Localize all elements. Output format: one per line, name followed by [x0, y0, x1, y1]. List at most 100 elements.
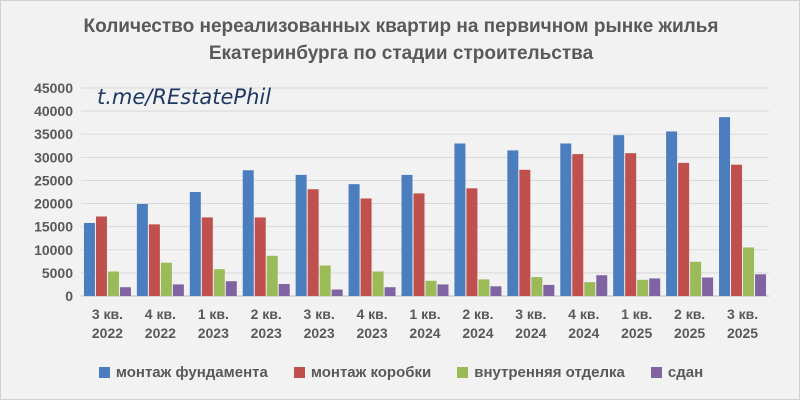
bar-2 — [572, 154, 584, 296]
bar-2 — [413, 193, 425, 296]
y-tick-label: 10000 — [34, 242, 73, 258]
x-tick-label-year: 2024 — [515, 325, 546, 341]
chart-title-line-2: Екатеринбурга по стадии строительства — [208, 43, 594, 64]
bar-2 — [254, 217, 266, 296]
x-tick-label-quarter: 1 кв. — [621, 306, 652, 322]
bar-2 — [148, 224, 160, 296]
x-tick-label-quarter: 3 кв. — [92, 306, 123, 322]
x-tick-label-year: 2023 — [198, 325, 229, 341]
bar-4 — [172, 284, 184, 296]
bar-3 — [584, 282, 596, 296]
legend-item: монтаж коробки — [293, 364, 432, 381]
legend-swatch — [98, 367, 110, 378]
y-tick-label: 15000 — [34, 219, 73, 235]
legend-swatch — [293, 367, 305, 378]
y-tick-label: 45000 — [34, 80, 73, 96]
bar-4 — [755, 274, 767, 296]
bar-2 — [307, 189, 319, 296]
bar-4 — [437, 284, 449, 296]
bar-3 — [743, 247, 755, 296]
bar-3 — [319, 265, 331, 296]
watermark: t.me/REstatePhil — [97, 85, 272, 109]
bar-2 — [678, 162, 690, 296]
bar-4 — [384, 287, 396, 296]
bar-2 — [95, 216, 107, 296]
legend-label: монтаж коробки — [310, 364, 432, 381]
y-tick-label: 40000 — [34, 103, 73, 119]
bar-1 — [401, 174, 413, 296]
x-tick-label-quarter: 3 кв. — [304, 306, 335, 322]
x-tick-label-quarter: 4 кв. — [145, 306, 176, 322]
bar-3 — [266, 255, 278, 296]
bar-1 — [613, 135, 625, 296]
chart-title-line-1: Количество нереализованных квартир на пе… — [83, 16, 719, 37]
bar-2 — [360, 198, 372, 296]
bar-4 — [119, 287, 131, 296]
bar-3 — [425, 280, 437, 296]
y-tick-label: 0 — [65, 288, 73, 304]
y-tick-label: 5000 — [42, 265, 73, 281]
legend-item: монтаж фундамента — [98, 364, 268, 381]
bar-2 — [625, 153, 637, 296]
bar-3 — [372, 271, 384, 296]
x-tick-label-year: 2023 — [304, 325, 335, 341]
bar-1 — [719, 117, 731, 297]
bar-1 — [560, 143, 572, 296]
legend-label: сдан — [667, 364, 704, 381]
bar-2 — [201, 217, 213, 296]
x-tick-label-quarter: 2 кв. — [251, 306, 282, 322]
bar-3 — [478, 279, 490, 296]
x-tick-label-year: 2022 — [145, 325, 176, 341]
legend-label: монтаж фундамента — [115, 364, 268, 381]
bar-3 — [690, 261, 702, 296]
x-tick-label-year: 2025 — [727, 325, 758, 341]
bar-1 — [136, 204, 148, 296]
x-tick-label-quarter: 1 кв. — [198, 306, 229, 322]
bar-2 — [731, 164, 743, 296]
bar-4 — [225, 281, 237, 296]
y-tick-label: 30000 — [34, 149, 73, 165]
x-tick-label-quarter: 2 кв. — [674, 306, 705, 322]
x-tick-label-quarter: 2 кв. — [462, 306, 493, 322]
x-tick-label-year: 2023 — [356, 325, 387, 341]
x-tick-label-year: 2025 — [621, 325, 652, 341]
x-tick-label-quarter: 1 кв. — [409, 306, 440, 322]
bar-1 — [348, 184, 360, 296]
x-tick-label-quarter: 4 кв. — [356, 306, 387, 322]
bar-4 — [702, 277, 714, 296]
bar-4 — [596, 275, 608, 296]
bar-1 — [242, 170, 254, 296]
bar-4 — [649, 278, 661, 296]
bar-3 — [160, 262, 172, 296]
legend-item: внутренняя отделка — [457, 364, 625, 381]
bar-4 — [490, 286, 502, 296]
legend-item: сдан — [650, 364, 704, 381]
x-tick-label-quarter: 3 кв. — [727, 306, 758, 322]
bar-2 — [466, 188, 478, 296]
x-tick-label-year: 2023 — [251, 325, 282, 341]
bar-4 — [278, 283, 290, 296]
bar-3 — [107, 271, 119, 296]
bar-3 — [531, 277, 543, 296]
y-tick-label: 20000 — [34, 196, 73, 212]
bar-3 — [213, 269, 225, 296]
bar-1 — [83, 222, 95, 296]
x-tick-label-year: 2024 — [462, 325, 493, 341]
y-tick-label: 25000 — [34, 172, 73, 188]
legend-swatch — [650, 367, 662, 378]
x-tick-label-year: 2022 — [92, 325, 123, 341]
legend: монтаж фундамента монтаж коробки внутрення… — [1, 364, 799, 381]
x-tick-label-year: 2025 — [674, 325, 705, 341]
bar-1 — [507, 150, 519, 296]
bar-1 — [454, 143, 466, 296]
bar-4 — [331, 289, 343, 296]
legend-swatch — [457, 367, 469, 378]
x-tick-label-quarter: 4 кв. — [568, 306, 599, 322]
legend-label: внутренняя отделка — [474, 364, 625, 381]
bar-1 — [666, 131, 678, 296]
bar-4 — [543, 284, 555, 296]
y-tick-label: 35000 — [34, 126, 73, 142]
bar-3 — [637, 279, 649, 296]
